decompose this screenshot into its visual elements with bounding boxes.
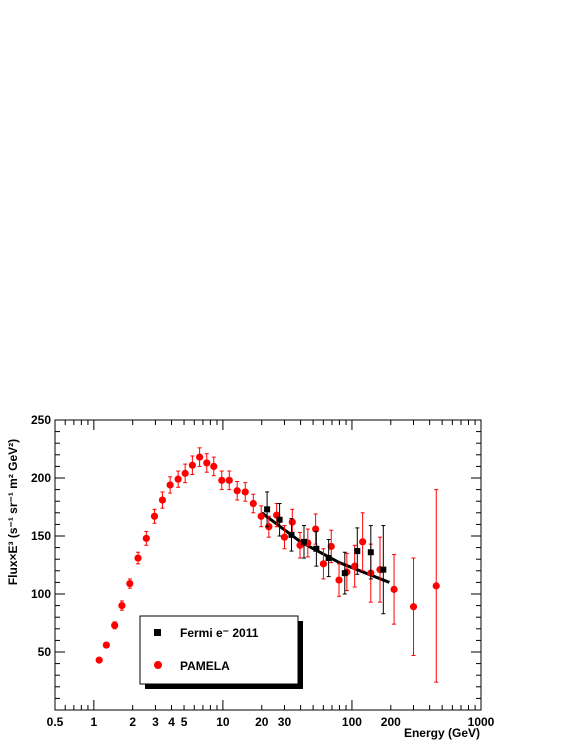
- data-point: [196, 453, 204, 461]
- data-point: [134, 554, 142, 562]
- data-point: [102, 641, 110, 649]
- data-point: [312, 525, 320, 533]
- y-tick-label: 50: [38, 645, 52, 659]
- x-tick-label: 5: [181, 715, 188, 729]
- data-point: [142, 534, 150, 542]
- data-point: [432, 582, 440, 590]
- legend-pamela-marker: [154, 661, 162, 669]
- data-point: [210, 462, 218, 470]
- axis-ticks: [54, 419, 481, 711]
- data-point: [380, 566, 387, 573]
- data-point: [181, 469, 189, 477]
- x-tick-label: 100: [342, 715, 362, 729]
- data-point: [300, 538, 307, 545]
- x-axis-title: Energy (GeV): [404, 726, 480, 740]
- data-point: [111, 621, 119, 629]
- legend: Fermi e⁻ 2011 PAMELA: [139, 615, 303, 689]
- data-point: [276, 516, 283, 523]
- tick-labels: 0.5 1 2 3 4 5 10 20 30 100 200 1000 50 100 150 200 250: [31, 413, 495, 729]
- data-point: [264, 506, 271, 513]
- data-marks: [95, 447, 440, 683]
- data-point: [354, 548, 361, 555]
- legend-fermi-marker: [154, 629, 161, 636]
- data-point: [150, 512, 159, 520]
- y-axis-title: Flux×E³ (s⁻¹ sr⁻¹ m² GeV²): [6, 439, 20, 585]
- x-tick-label: 3: [152, 715, 159, 729]
- x-tick-label: 4: [168, 715, 175, 729]
- data-point: [158, 496, 167, 504]
- data-point: [118, 602, 126, 610]
- data-point: [95, 656, 103, 664]
- x-tick-label: 10: [216, 715, 230, 729]
- legend-pamela-label: PAMELA: [180, 659, 230, 673]
- data-point: [249, 499, 257, 508]
- x-tick-label: 0.5: [47, 715, 64, 729]
- plot-frame: [54, 419, 482, 711]
- data-point: [288, 518, 296, 526]
- data-point: [218, 476, 226, 484]
- x-tick-label: 30: [278, 715, 292, 729]
- data-point: [241, 488, 249, 496]
- data-point: [203, 459, 211, 467]
- data-point: [319, 560, 328, 568]
- data-point: [409, 603, 418, 611]
- legend-fermi-label: Fermi e⁻ 2011: [180, 626, 259, 640]
- data-point: [257, 512, 265, 520]
- data-point: [335, 576, 343, 584]
- fit-line-group: [260, 511, 390, 584]
- data-point: [313, 545, 320, 552]
- data-point: [390, 585, 398, 593]
- data-point: [280, 533, 289, 541]
- data-point: [359, 538, 367, 546]
- y-tick-label: 150: [31, 529, 51, 543]
- data-point: [367, 549, 374, 556]
- x-tick-label: 20: [255, 715, 269, 729]
- data-point: [166, 481, 174, 489]
- x-tick-label: 200: [381, 715, 401, 729]
- data-point: [325, 555, 332, 562]
- y-tick-label: 250: [31, 413, 51, 427]
- data-point: [341, 570, 348, 577]
- data-point: [327, 542, 335, 551]
- data-point: [351, 562, 359, 570]
- fit-line: [260, 511, 390, 584]
- data-point: [233, 487, 241, 495]
- y-tick-label: 200: [31, 471, 51, 485]
- data-point: [288, 531, 295, 538]
- x-tick-label: 1000: [468, 715, 495, 729]
- data-point: [188, 461, 196, 469]
- x-tick-label: 1: [91, 715, 98, 729]
- data-point: [126, 579, 134, 588]
- data-point: [174, 475, 182, 483]
- x-tick-label: 2: [129, 715, 136, 729]
- legend-box: [139, 615, 299, 685]
- y-tick-label: 100: [31, 587, 51, 601]
- data-point: [225, 476, 233, 484]
